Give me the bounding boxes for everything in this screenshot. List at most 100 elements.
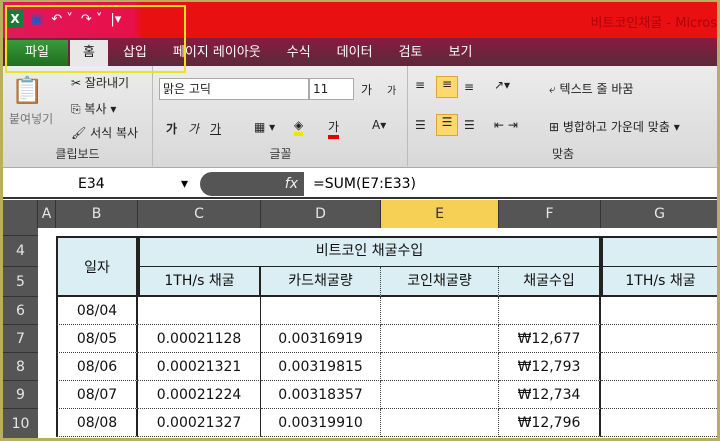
tab-formulas[interactable]: 수식 [286,45,311,60]
customize-icon[interactable]: |▾ [110,11,122,27]
row-header-4[interactable]: 4 [3,236,38,267]
table-cell[interactable]: 0.00021321 [138,353,261,381]
table-cell[interactable]: 08/08 [56,409,138,437]
table-cell[interactable]: 0.00319815 [261,353,381,381]
paste-button[interactable]: 붙여넣기 [9,112,54,126]
table-cell[interactable] [601,325,717,353]
table-cell[interactable] [499,297,601,325]
tab-page-layout[interactable]: 페이지 레이아웃 [172,45,261,60]
table-cell[interactable]: 0.00021327 [138,409,261,437]
tab-view[interactable]: 보기 [448,45,473,60]
align-bottom-icon[interactable]: ≡ [464,80,475,94]
border-icon[interactable]: ▦ ▾ [254,120,276,134]
align-right-icon[interactable]: ☰ [464,118,475,132]
tab-home[interactable]: 홈 [70,40,108,66]
row-header-5[interactable]: 5 [3,267,38,297]
table-cell[interactable]: ₩12,734 [499,381,601,409]
column-header-e[interactable]: E [381,200,499,228]
table-cell[interactable]: 08/05 [56,325,138,353]
insert-function-button[interactable]: fx [200,172,304,196]
table-cell[interactable]: 0.00021224 [138,381,261,409]
grow-font-button[interactable]: 가 [361,83,373,97]
table-cell[interactable]: 0.00319910 [261,409,381,437]
tab-data[interactable]: 데이터 [336,45,373,60]
table-cell[interactable]: 0.00316919 [261,325,381,353]
table-cell[interactable] [601,297,717,325]
column-header-a[interactable]: A [38,200,56,228]
row-header-6[interactable]: 6 [3,297,38,325]
font-group: 맑은 고딕 11 가 가 가 가 가 ▦ ▾ ◈ 가 A▾ 글꼴 [154,66,408,166]
table-cell[interactable]: ₩12,793 [499,353,601,381]
title-bar: X ▣ ↶ ˅ ↷ ˅ |▾ 비트코인채굴 - Micros [3,2,717,38]
tab-review[interactable]: 검토 [398,45,423,60]
column-header-d[interactable]: D [261,200,381,228]
redo-icon[interactable]: ↷ ˅ [80,11,103,27]
font-name-select[interactable]: 맑은 고딕 [159,78,309,100]
date-header-cell[interactable]: 일자 [56,236,138,297]
table-cell[interactable] [381,381,499,409]
name-box[interactable]: E34 ▾ [3,170,198,198]
table-cell[interactable]: 08/06 [56,353,138,381]
merge-center-button[interactable]: ⊞ 병합하고 가운데 맞춤 ▾ [549,120,680,134]
group-header-cell[interactable]: 비트코인 채굴수입 [138,236,601,267]
row-header-3[interactable] [3,228,38,236]
font-size-select[interactable]: 11 [309,78,354,100]
chevron-down-icon[interactable]: ▾ [181,176,189,192]
table-cell[interactable] [601,353,717,381]
sub-header-cell[interactable]: 코인채굴량 [381,267,499,297]
table-cell[interactable]: 0.00318357 [261,381,381,409]
row-header-7[interactable]: 7 [3,325,38,353]
phonetic-icon[interactable]: A▾ [372,118,387,132]
align-middle-icon[interactable]: ≡ [436,76,458,98]
align-top-icon[interactable]: ≡ [415,78,426,92]
table-cell[interactable]: ₩12,677 [499,325,601,353]
scissors-icon: ✂ [71,76,85,90]
cut-label: 잘라내기 [84,76,130,90]
undo-icon[interactable]: ↶ ˅ [51,11,73,27]
table-cell[interactable] [601,381,717,409]
formula-input[interactable]: =SUM(E7:E33) [313,176,416,192]
table-cell[interactable] [381,297,499,325]
tab-insert[interactable]: 삽입 [122,45,147,60]
table-cell[interactable] [261,297,381,325]
column-header-f[interactable]: F [499,200,601,228]
sub-header-cell[interactable]: 1TH/s 채굴 [138,267,261,297]
sub-header-cell[interactable]: 1TH/s 채굴 [601,267,717,297]
row-header-10[interactable]: 10 [3,409,38,438]
orientation-icon[interactable]: ↗▾ [494,78,511,92]
font-color-button[interactable]: 가 [328,118,340,139]
table-cell[interactable] [601,409,717,437]
table-cell[interactable] [381,353,499,381]
table-cell[interactable]: 08/04 [56,297,138,325]
next-group-header-cell[interactable] [601,236,717,267]
tab-file[interactable]: 파일 [6,40,68,66]
table-cell[interactable]: 08/07 [56,381,138,409]
fill-color-icon[interactable]: ◈ [294,118,304,136]
shrink-font-button[interactable]: 가 [387,86,397,97]
column-header-c[interactable]: C [138,200,261,228]
save-icon[interactable]: ▣ [31,11,44,27]
table-cell[interactable] [138,297,261,325]
indent-icons[interactable]: ⇤ ⇥ [494,118,518,132]
bold-button[interactable]: 가 [166,122,178,136]
sub-header-cell[interactable]: 채굴수입 [499,267,601,297]
select-all-button[interactable] [3,200,38,228]
row-header-8[interactable]: 8 [3,353,38,381]
table-cell[interactable]: 0.00021128 [138,325,261,353]
underline-button[interactable]: 가 [210,122,222,136]
column-header-b[interactable]: B [56,200,138,228]
table-cell[interactable] [381,325,499,353]
wrap-text-button[interactable]: ⤶ 텍스트 줄 바꿈 [549,80,633,97]
format-painter-button[interactable]: 🖌 서식 복사 [71,124,138,141]
align-center-icon[interactable]: ☰ [436,114,458,136]
cut-button[interactable]: ✂ 잘라내기 [71,74,129,91]
font-label: 글꼴 [269,147,292,161]
sub-header-cell[interactable]: 카드채굴량 [261,267,381,297]
table-cell[interactable]: ₩12,796 [499,409,601,437]
italic-button[interactable]: 가 [188,122,200,136]
table-cell[interactable] [381,409,499,437]
column-header-g[interactable]: G [601,200,717,228]
row-header-9[interactable]: 9 [3,381,38,409]
copy-button[interactable]: ⎘ 복사 ▾ [71,102,117,116]
align-left-icon[interactable]: ☰ [415,118,426,132]
